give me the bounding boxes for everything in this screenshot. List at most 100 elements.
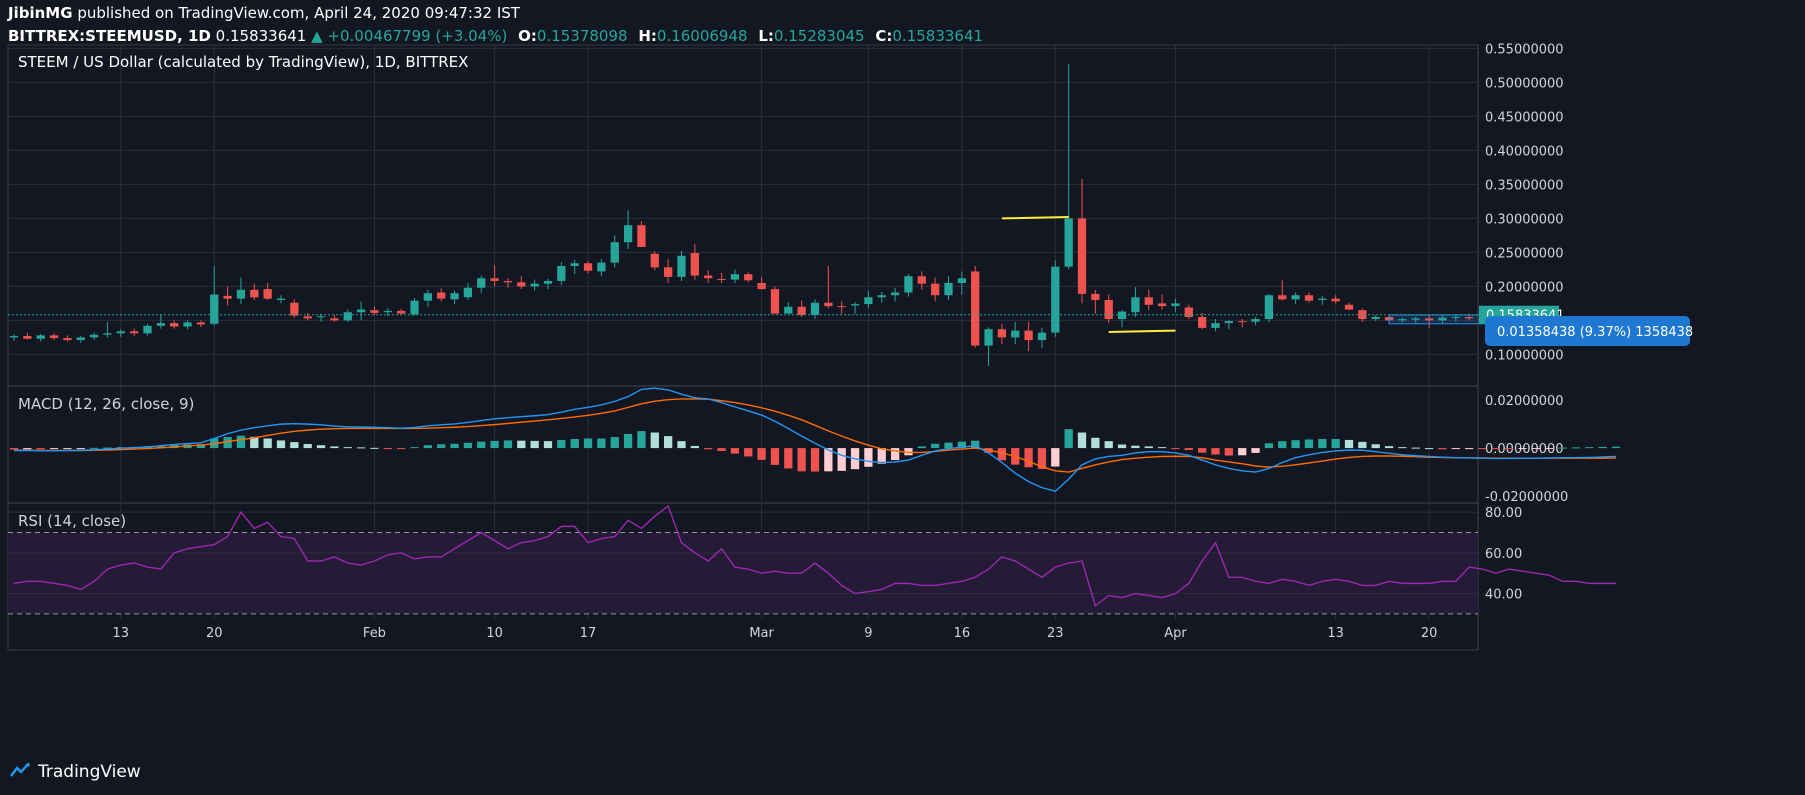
- candle-body: [1424, 318, 1434, 321]
- candle-body: [850, 304, 860, 306]
- macd-histogram-bar: [437, 444, 446, 449]
- candle-body: [1238, 321, 1247, 323]
- candle-body: [370, 310, 379, 313]
- rsi-pane-title: RSI (14, close): [18, 512, 126, 530]
- candle-body: [543, 280, 553, 284]
- macd-histogram-bar: [23, 448, 32, 450]
- candle-body: [250, 289, 259, 298]
- candle-body: [437, 292, 446, 299]
- macd-histogram-bar: [1211, 448, 1220, 455]
- macd-histogram-bar: [1518, 448, 1527, 450]
- macd-histogram-bar: [423, 445, 432, 449]
- candle-body: [1131, 297, 1140, 313]
- candle-body: [1278, 295, 1287, 300]
- tradingview-footer: TradingView: [10, 762, 141, 782]
- publish-line: JibinMG published on TradingView.com, Ap…: [8, 4, 520, 22]
- macd-histogram-bar: [1024, 448, 1033, 468]
- candle-body: [757, 283, 766, 290]
- trend-line: [1001, 216, 1069, 220]
- macd-histogram-bar: [1131, 445, 1140, 449]
- macd-histogram-bar: [1077, 432, 1087, 449]
- brand-label: TradingView: [38, 762, 141, 782]
- candle-body: [904, 276, 913, 293]
- candle-body: [1198, 317, 1207, 328]
- macd-histogram-bar: [76, 448, 85, 450]
- measure-callout-text: 0.01358438 (9.37%) 1358438: [1497, 325, 1693, 340]
- candle-body: [810, 302, 820, 315]
- x-tick-label: Mar: [749, 626, 774, 641]
- macd-histogram-bar: [1318, 438, 1327, 449]
- candle-body: [423, 293, 432, 301]
- macd-histogram-bar: [330, 446, 339, 449]
- macd-histogram-bar: [156, 445, 165, 449]
- candle-body: [890, 292, 900, 296]
- candle-body: [1291, 295, 1300, 300]
- macd-histogram-bar: [1478, 448, 1487, 450]
- macd-histogram-bar: [1198, 448, 1207, 453]
- macd-histogram-bar: [597, 438, 606, 449]
- macd-histogram-bar: [1465, 448, 1474, 450]
- macd-line: [14, 387, 1617, 492]
- macd-histogram-bar: [1251, 448, 1260, 453]
- candle-body: [1331, 298, 1340, 302]
- author-name[interactable]: JibinMG: [8, 4, 73, 22]
- candle-body: [330, 318, 339, 321]
- macd-histogram-bar: [316, 445, 326, 449]
- macd-histogram-bar: [477, 441, 486, 449]
- macd-histogram-bar: [1438, 448, 1447, 450]
- macd-signal-line: [14, 398, 1617, 473]
- macd-histogram-bar: [730, 448, 740, 454]
- macd-pane-title: MACD (12, 26, close, 9): [18, 395, 194, 413]
- macd-histogram-bar: [744, 448, 753, 457]
- macd-histogram-bar: [63, 448, 72, 450]
- candle-body: [196, 322, 206, 325]
- price-tick-label: 0.20000000: [1485, 280, 1564, 295]
- macd-histogram-bar: [757, 448, 766, 460]
- candle-body: [704, 275, 713, 279]
- low-label: L:: [758, 27, 774, 45]
- price-tick-label: 0.30000000: [1485, 212, 1564, 227]
- macd-histogram-bar: [1157, 447, 1167, 449]
- macd-histogram-bar: [450, 443, 459, 449]
- macd-histogram-bar: [1398, 447, 1407, 449]
- candle-body: [997, 329, 1007, 338]
- candle-body: [1104, 300, 1113, 320]
- macd-histogram-bar: [944, 442, 953, 449]
- candle-body: [183, 322, 192, 327]
- candle-body: [263, 289, 272, 299]
- candle-body: [677, 255, 686, 277]
- macd-histogram-bar: [917, 446, 926, 449]
- candle-body: [1224, 321, 1233, 324]
- macd-histogram-bar: [1531, 448, 1541, 450]
- macd-histogram-bar: [1091, 437, 1100, 449]
- x-tick-label: 23: [1047, 626, 1064, 641]
- candle-body: [290, 302, 299, 316]
- price-tick-label: 0.55000000: [1485, 42, 1564, 57]
- rsi-band: [8, 532, 1478, 614]
- candle-body: [1211, 323, 1220, 328]
- macd-histogram-bar: [864, 448, 873, 467]
- candle-body: [303, 316, 312, 319]
- macd-histogram-bar: [370, 447, 379, 449]
- candle-body: [690, 253, 699, 276]
- candle-body: [1304, 295, 1314, 301]
- candle-body: [236, 289, 246, 299]
- x-tick-label: 17: [580, 626, 597, 641]
- candle-body: [1371, 317, 1380, 320]
- candle-body: [1144, 297, 1153, 305]
- macd-histogram-bar: [664, 436, 673, 449]
- macd-histogram-bar: [1064, 429, 1073, 449]
- symbol-label[interactable]: BITTREX:STEEMUSD, 1D: [8, 27, 211, 45]
- candle-body: [864, 297, 873, 305]
- candle-body: [76, 337, 85, 341]
- macd-histogram-bar: [931, 443, 940, 449]
- price-tick-label: 0.10000000: [1485, 348, 1564, 363]
- macd-histogram-bar: [543, 441, 553, 449]
- macd-histogram-bar: [356, 447, 366, 449]
- candle-body: [917, 276, 926, 284]
- candle-body: [770, 289, 780, 314]
- candle-body: [824, 302, 833, 307]
- macd-histogram-bar: [877, 448, 886, 464]
- candle-body: [837, 306, 846, 308]
